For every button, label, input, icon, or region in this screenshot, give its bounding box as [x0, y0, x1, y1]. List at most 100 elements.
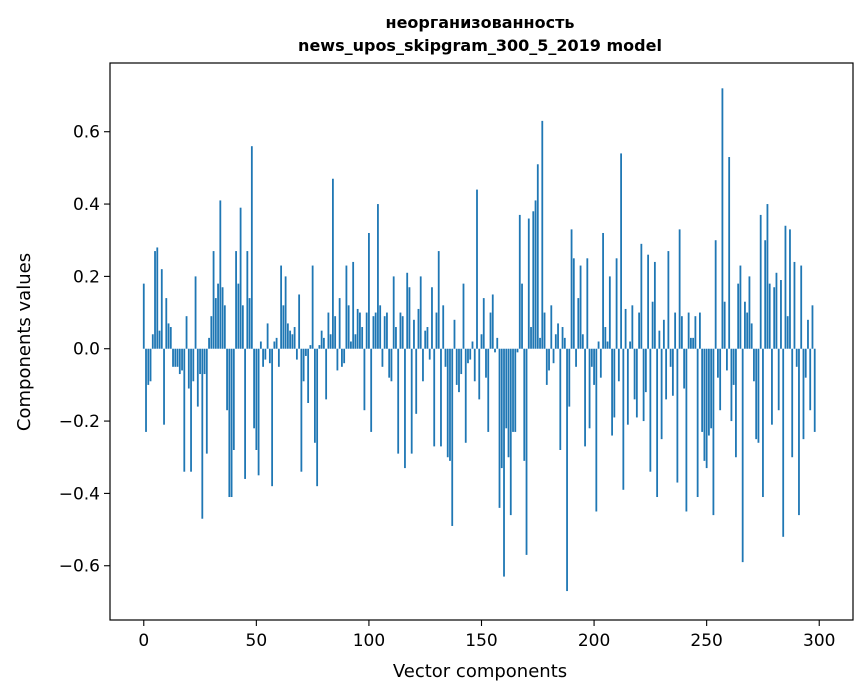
bar-151	[482, 298, 485, 349]
bar-15	[176, 348, 179, 367]
bar-13	[172, 348, 174, 367]
bar-271	[753, 348, 755, 382]
bar-229	[658, 330, 661, 349]
bar-22	[192, 348, 195, 382]
bar-11	[167, 323, 170, 349]
bar-150	[480, 334, 483, 349]
bar-142	[462, 283, 465, 349]
bar-79	[320, 330, 323, 349]
bar-297	[811, 305, 814, 349]
y-tick-label: −0.4	[59, 484, 100, 504]
bar-50	[255, 348, 258, 450]
bar-134	[444, 348, 447, 367]
bar-172	[530, 327, 532, 349]
bar-174	[534, 200, 537, 349]
bar-10	[165, 298, 168, 349]
bar-288	[791, 348, 794, 458]
bar-3	[149, 348, 152, 382]
bar-295	[807, 319, 809, 349]
bar-153	[487, 348, 490, 432]
bar-21	[190, 348, 192, 472]
bar-99	[365, 312, 368, 349]
bar-154	[489, 312, 492, 349]
bar-250	[705, 348, 708, 469]
bar-110	[390, 348, 393, 382]
bar-48	[250, 146, 253, 349]
bar-226	[651, 301, 654, 349]
bar-218	[633, 348, 636, 400]
bar-286	[786, 316, 789, 349]
bar-216	[629, 341, 631, 349]
bar-115	[401, 316, 404, 349]
bar-120	[413, 319, 415, 349]
bar-58	[273, 341, 276, 349]
bar-133	[442, 305, 445, 349]
bar-51	[257, 348, 260, 476]
bar-2	[147, 348, 150, 385]
bar-131	[437, 251, 440, 349]
bar-248	[701, 348, 704, 432]
bar-208	[611, 348, 613, 436]
bar-7	[158, 330, 161, 349]
bar-165	[514, 348, 517, 432]
bar-83	[329, 334, 332, 349]
bar-136	[449, 348, 451, 461]
bar-43	[239, 207, 242, 349]
bar-160	[503, 348, 505, 577]
bar-192	[575, 348, 577, 367]
bar-279	[771, 348, 773, 425]
bar-112	[395, 327, 397, 349]
y-tick-label: −0.6	[59, 557, 100, 577]
x-tick-label: 50	[246, 631, 268, 651]
bar-217	[631, 305, 634, 349]
bar-284	[782, 348, 785, 537]
bar-210	[615, 258, 618, 349]
bar-236	[674, 312, 677, 349]
bar-4	[151, 334, 154, 349]
bar-243	[689, 337, 692, 349]
bar-214	[624, 308, 627, 349]
bar-80	[322, 337, 325, 349]
bar-71	[302, 348, 305, 382]
x-tick-label: 150	[465, 631, 497, 651]
bar-146	[471, 341, 474, 349]
bar-247	[699, 312, 701, 349]
bar-57	[271, 348, 274, 487]
bar-258	[723, 301, 726, 349]
bar-167	[518, 214, 521, 349]
bar-185	[559, 348, 562, 450]
bar-195	[581, 334, 584, 349]
bar-55	[266, 323, 269, 349]
bar-40	[232, 348, 235, 450]
bar-140	[458, 348, 460, 393]
bar-261	[730, 348, 733, 422]
bar-45	[244, 348, 246, 479]
bar-245	[694, 316, 697, 349]
bar-238	[678, 229, 681, 349]
bar-209	[613, 348, 616, 418]
bar-87	[338, 298, 341, 349]
bar-8	[160, 269, 163, 349]
bar-162	[507, 348, 510, 458]
bar-264	[737, 283, 740, 349]
bar-5	[154, 251, 156, 349]
bar-61	[280, 265, 283, 349]
bar-98	[363, 348, 366, 411]
bar-182	[552, 348, 555, 364]
bar-144	[467, 348, 469, 364]
y-axis-label: Components values	[14, 253, 35, 431]
bar-199	[590, 348, 593, 367]
bar-262	[732, 348, 735, 385]
bar-170	[525, 348, 528, 555]
bar-224	[647, 254, 650, 349]
bar-25	[199, 348, 201, 375]
bar-70	[300, 348, 303, 472]
bar-49	[253, 348, 255, 429]
bar-253	[712, 348, 715, 516]
bar-259	[726, 348, 728, 371]
y-tick-label: −0.2	[59, 412, 100, 432]
bar-239	[680, 316, 683, 349]
bar-96	[359, 312, 361, 349]
bar-220	[638, 312, 641, 349]
bar-126	[426, 327, 429, 349]
